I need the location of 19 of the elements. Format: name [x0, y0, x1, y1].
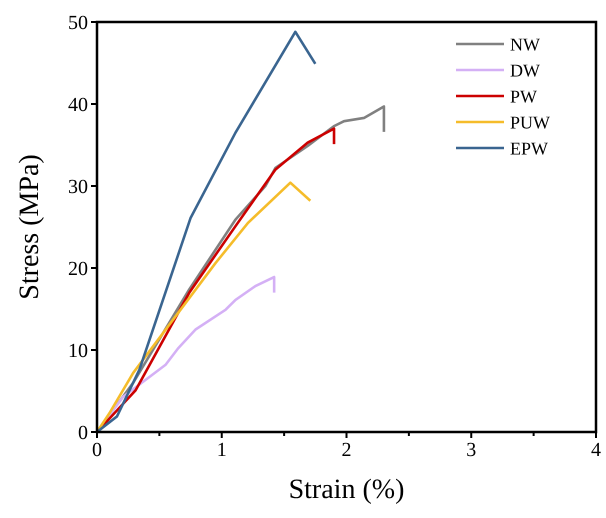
- x-axis-title: Strain (%): [288, 474, 404, 505]
- x-tick-label: 3: [466, 439, 476, 461]
- x-tick-label: 0: [92, 439, 102, 461]
- legend-label: PW: [510, 86, 538, 106]
- x-tick-label: 1: [216, 439, 227, 461]
- x-tick-label: 4: [591, 439, 601, 461]
- y-tick-label: 20: [68, 258, 88, 280]
- y-axis-title: Stress (MPa): [14, 154, 45, 300]
- y-tick-label: 10: [68, 340, 88, 362]
- x-tick-label: 2: [342, 439, 352, 461]
- legend-label: NW: [510, 34, 540, 54]
- y-tick-label: 40: [68, 94, 88, 116]
- y-tick-label: 50: [68, 12, 88, 34]
- y-tick-label: 0: [78, 422, 88, 444]
- legend-label: DW: [510, 60, 540, 80]
- line-series: [96, 30, 317, 434]
- legend-label: EPW: [510, 138, 548, 158]
- legend-label: PUW: [510, 112, 550, 132]
- y-tick-label: 30: [68, 176, 88, 198]
